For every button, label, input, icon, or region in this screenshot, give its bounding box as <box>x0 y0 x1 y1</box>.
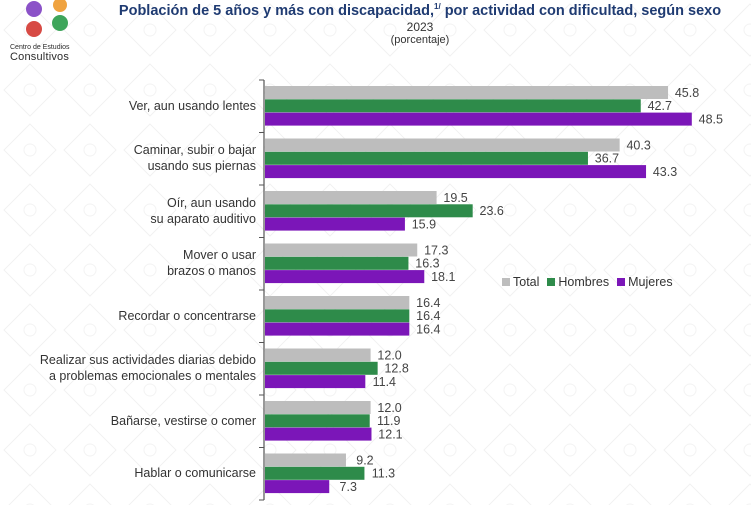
chart-title-rest: por actividad con dificultad, según sexo <box>440 2 722 19</box>
bar-hombres-1 <box>265 99 641 113</box>
category-label-line: a problemas emocionales o mentales <box>48 369 256 384</box>
category-label-line: brazos o manos <box>167 264 256 279</box>
logo-circle-orange <box>53 0 67 12</box>
value-label-total-6: 12.0 <box>377 348 401 362</box>
chart-title-main: Población de 5 años y más con discapacid… <box>118 2 434 19</box>
category-label-line: su aparato auditivo <box>150 211 256 226</box>
category-label-2: Caminar, subir o bajar usando sus piernas <box>6 142 256 174</box>
value-label-mujeres-4: 18.1 <box>431 270 455 284</box>
value-label-mujeres-3: 15.9 <box>412 217 436 231</box>
bar-mujeres-8 <box>265 480 330 494</box>
legend-swatch-hombres <box>547 278 556 286</box>
value-label-total-4: 17.3 <box>424 243 448 257</box>
bar-mujeres-7 <box>265 427 372 441</box>
value-label-hombres-4: 16.3 <box>415 257 439 271</box>
value-label-hombres-7: 11.9 <box>377 414 400 428</box>
bar-total-2 <box>265 138 620 152</box>
category-label-7: Bañarse, vestirse o comer <box>6 413 256 429</box>
value-label-hombres-5: 16.4 <box>416 309 440 323</box>
category-label-line: Bañarse, vestirse o comer <box>110 413 256 428</box>
chart-header: Población de 5 años y más con discapacid… <box>100 2 740 46</box>
bar-total-4 <box>265 243 418 257</box>
legend: Total Hombres Mujeres <box>502 275 673 289</box>
category-label-line: Mover o usar <box>183 248 256 263</box>
logo-line-1: Centro de Estudios <box>10 44 70 51</box>
value-label-hombres-1: 42.7 <box>648 99 672 113</box>
bar-hombres-5 <box>265 309 410 323</box>
value-label-hombres-6: 12.8 <box>384 362 408 376</box>
bar-total-6 <box>265 348 371 362</box>
category-label-4: Mover o usar brazos o manos <box>6 247 256 279</box>
category-label-line: Realizar sus actividades diarias debido <box>39 353 256 368</box>
bar-total-8 <box>265 453 346 467</box>
bar-hombres-4 <box>265 256 409 270</box>
value-label-total-3: 19.5 <box>443 191 467 205</box>
logo-circle-green <box>52 15 68 31</box>
category-label-line: Recordar o concentrarse <box>118 308 256 323</box>
category-label-line: Ver, aun usando lentes <box>128 98 256 113</box>
category-label-1: Ver, aun usando lentes <box>6 98 256 114</box>
bar-mujeres-5 <box>265 322 410 336</box>
chart-title-footnote: 1/ <box>434 2 441 11</box>
value-label-total-5: 16.4 <box>416 296 440 310</box>
bar-mujeres-1 <box>265 112 692 126</box>
chart-title: Población de 5 años y más con discapacid… <box>100 2 740 19</box>
legend-item-hombres: Hombres <box>547 275 609 289</box>
legend-label-hombres: Hombres <box>558 275 610 289</box>
bar-total-7 <box>265 401 371 414</box>
bar-hombres-6 <box>265 361 378 375</box>
bar-total-3 <box>265 191 437 204</box>
legend-item-total: Total <box>502 275 539 289</box>
bar-mujeres-3 <box>265 217 405 231</box>
category-label-line: Oír, aun usando <box>167 195 256 210</box>
value-label-total-2: 40.3 <box>626 138 650 152</box>
bar-mujeres-6 <box>265 375 366 389</box>
logo-line-2: Consultivos <box>10 51 70 63</box>
category-label-8: Hablar o comunicarse <box>6 465 256 481</box>
bar-mujeres-4 <box>265 270 425 284</box>
bar-hombres-3 <box>265 204 473 218</box>
legend-swatch-total <box>502 278 510 286</box>
logo-circle-red <box>26 21 42 37</box>
bar-mujeres-2 <box>265 165 647 179</box>
category-label-line: usando sus piernas <box>147 159 256 174</box>
legend-item-mujeres: Mujeres <box>617 275 673 289</box>
category-label-3: Oír, aun usando su aparato auditivo <box>6 195 256 227</box>
value-label-mujeres-6: 11.4 <box>373 375 396 389</box>
bar-total-1 <box>265 86 669 99</box>
value-label-total-1: 45.8 <box>675 86 699 100</box>
logo-text: Centro de Estudios Consultivos <box>10 44 100 63</box>
chart-year: 2023 <box>406 19 434 34</box>
value-label-mujeres-8: 7.3 <box>340 480 357 494</box>
logo <box>26 0 68 37</box>
legend-label-mujeres: Mujeres <box>628 275 673 289</box>
chart-unit: (porcentaje) <box>390 33 450 46</box>
category-label-line: Caminar, subir o bajar <box>133 143 256 158</box>
legend-label-total: Total <box>513 275 540 289</box>
value-label-hombres-3: 23.6 <box>480 204 504 218</box>
value-label-total-7: 12.0 <box>377 401 401 415</box>
value-label-mujeres-2: 43.3 <box>653 165 677 179</box>
category-label-line: Hablar o comunicarse <box>134 466 256 481</box>
bar-hombres-2 <box>265 151 588 165</box>
bar-hombres-8 <box>265 466 365 480</box>
category-label-6: Realizar sus actividades diarias debido a… <box>6 352 256 384</box>
category-label-5: Recordar o concentrarse <box>6 308 256 324</box>
value-label-mujeres-5: 16.4 <box>416 322 440 336</box>
value-label-hombres-8: 11.3 <box>372 467 395 481</box>
value-label-mujeres-7: 12.1 <box>378 427 402 441</box>
bar-total-5 <box>265 296 410 309</box>
value-label-mujeres-1: 48.5 <box>699 112 723 126</box>
bar-hombres-7 <box>265 414 370 428</box>
logo-circle-purple <box>26 1 42 17</box>
legend-swatch-mujeres <box>617 278 626 286</box>
value-label-total-8: 9.2 <box>356 453 373 467</box>
value-label-hombres-2: 36.7 <box>595 152 619 166</box>
